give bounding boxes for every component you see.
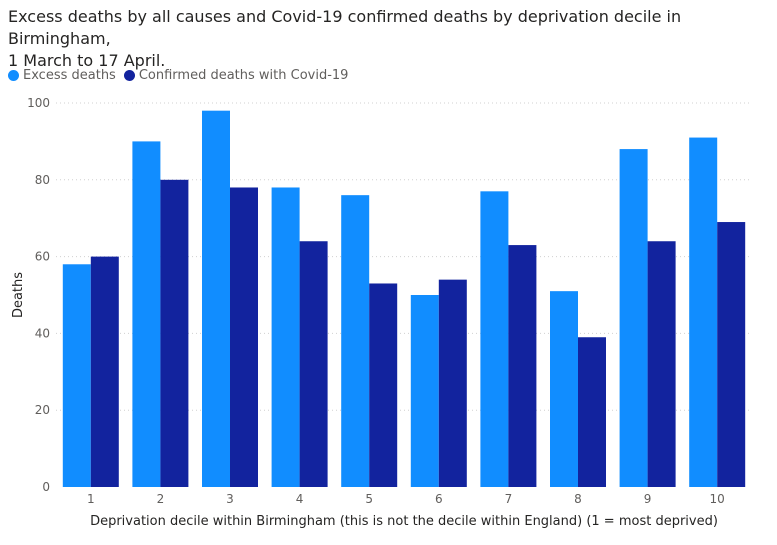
bars [62,110,746,488]
legend-swatch-confirmed [123,70,135,81]
x-axis-ticks: 1 2 3 4 5 6 7 8 9 10 [87,492,725,506]
bar-excess-deaths[interactable] [480,191,509,487]
bar-excess-deaths[interactable] [202,110,230,488]
y-tick-label: 20 [35,403,50,417]
x-tick-label: 9 [644,492,652,506]
chart-legend: Excess deaths Confirmed deaths with Covi… [8,68,356,83]
y-axis-label: Deaths [11,272,26,318]
bar-confirmed-deaths[interactable] [299,241,328,487]
x-tick-label: 5 [365,492,373,506]
bar-excess-deaths[interactable] [341,195,370,487]
bar-excess-deaths[interactable] [271,187,300,488]
bar-confirmed-deaths[interactable] [438,279,467,487]
bar-confirmed-deaths[interactable] [90,256,119,487]
x-tick-label: 6 [435,492,443,506]
bar-excess-deaths[interactable] [550,291,578,487]
x-tick-label: 1 [87,492,95,506]
bar-confirmed-deaths[interactable] [647,241,676,487]
bar-excess-deaths[interactable] [410,295,439,487]
bar-confirmed-deaths[interactable] [160,179,189,488]
x-tick-label: 4 [296,492,304,506]
y-tick-label: 40 [35,326,50,340]
y-tick-label: 100 [27,96,50,110]
legend-label-confirmed: Confirmed deaths with Covid-19 [138,68,349,83]
x-axis-label: Deprivation decile within Birmingham (th… [90,514,718,529]
y-tick-label: 80 [35,173,50,187]
bar-excess-deaths[interactable] [689,137,718,487]
x-tick-label: 7 [505,492,513,506]
bar-confirmed-deaths[interactable] [717,222,746,488]
bar-excess-deaths[interactable] [132,141,161,487]
y-axis-ticks: 0 20 40 60 80 100 [27,96,50,494]
bar-confirmed-deaths[interactable] [508,245,537,487]
legend-swatch-excess [8,70,19,81]
y-tick-label: 0 [42,480,50,494]
bar-excess-deaths[interactable] [62,264,91,487]
bar-confirmed-deaths[interactable] [230,187,258,488]
bar-confirmed-deaths[interactable] [578,337,606,487]
legend-item-confirmed[interactable]: Confirmed deaths with Covid-19 [123,68,349,83]
bar-excess-deaths[interactable] [619,149,648,487]
legend-item-excess[interactable]: Excess deaths [8,68,116,83]
x-tick-label: 2 [157,492,165,506]
chart-title: Excess deaths by all causes and Covid-19… [8,6,768,72]
chart-title-line1: Excess deaths by all causes and Covid-19… [8,7,682,48]
x-tick-label: 8 [574,492,582,506]
legend-label-excess: Excess deaths [23,68,116,83]
x-tick-label: 3 [226,492,234,506]
chart-subtitle: 1 March to 17 April. [8,51,166,70]
bar-confirmed-deaths[interactable] [369,283,398,487]
y-tick-label: 60 [35,250,50,264]
x-tick-label: 10 [710,492,725,506]
